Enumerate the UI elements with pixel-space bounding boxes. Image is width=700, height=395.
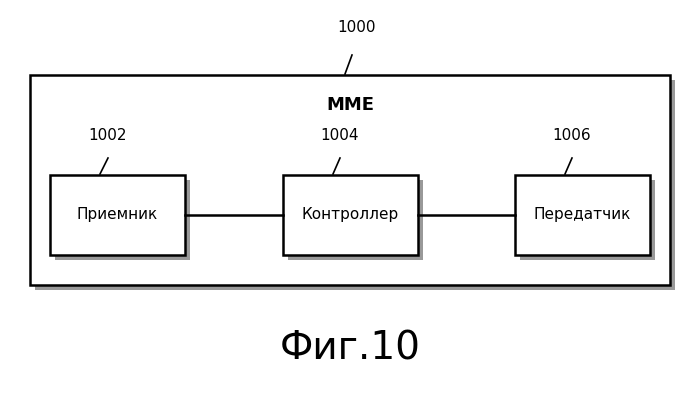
Bar	[50, 175, 185, 255]
Bar	[515, 175, 650, 255]
Bar	[283, 175, 418, 255]
Text: Приемник: Приемник	[77, 207, 158, 222]
Bar	[288, 180, 423, 260]
Bar	[30, 75, 670, 285]
Text: Фиг.10: Фиг.10	[279, 329, 421, 367]
Bar	[35, 80, 675, 290]
Text: Контроллер: Контроллер	[302, 207, 399, 222]
Bar	[520, 180, 655, 260]
Text: 1002: 1002	[89, 128, 127, 143]
Text: 1004: 1004	[321, 128, 359, 143]
Text: MME: MME	[326, 96, 374, 114]
Text: 1006: 1006	[553, 128, 592, 143]
Text: Передатчик: Передатчик	[534, 207, 631, 222]
Text: 1000: 1000	[337, 21, 377, 36]
Bar	[55, 180, 190, 260]
